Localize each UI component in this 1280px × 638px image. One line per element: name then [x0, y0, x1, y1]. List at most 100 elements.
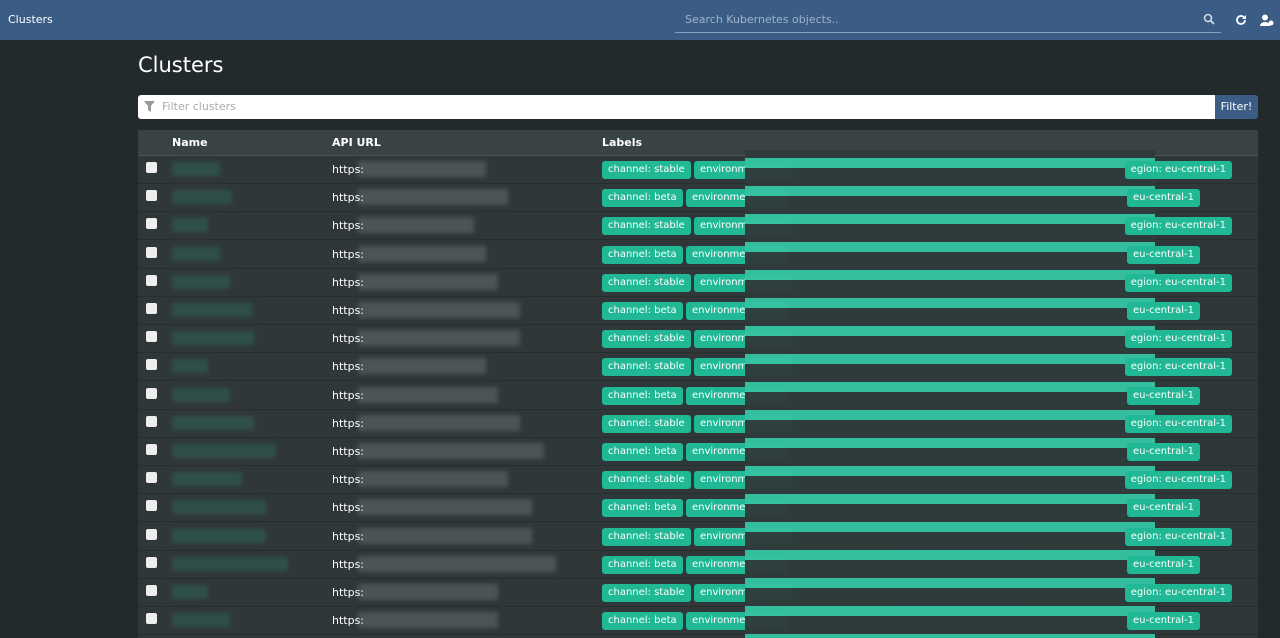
filter-placeholder: Filter clusters	[162, 100, 236, 113]
label-badge: channel: beta	[602, 499, 683, 518]
label-badge: channel: beta	[602, 612, 683, 631]
navbar: Clusters Search Kubernetes objects..	[0, 0, 1280, 40]
table-row: https: channel: beta environment: test eu-c…	[138, 297, 1258, 325]
cluster-name-redacted[interactable]	[172, 190, 232, 205]
api-url: https:	[332, 191, 365, 205]
row-checkbox[interactable]	[146, 444, 157, 455]
refresh-icon[interactable]	[1235, 14, 1247, 26]
cluster-name-redacted[interactable]	[172, 387, 230, 402]
filter-button[interactable]: Filter!	[1215, 95, 1258, 119]
row-checkbox[interactable]	[146, 218, 157, 230]
label-badge: channel: stable	[602, 414, 691, 433]
label-badge: channel: stable	[602, 471, 691, 490]
column-header[interactable]: Labels	[602, 136, 643, 149]
api-url-redacted	[358, 414, 520, 431]
api-url: https:	[332, 529, 365, 543]
cluster-name-redacted[interactable]	[172, 500, 266, 515]
api-url-redacted	[358, 245, 486, 262]
row-checkbox[interactable]	[146, 246, 157, 258]
column-header[interactable]: Name	[172, 136, 208, 149]
row-checkbox[interactable]	[146, 528, 157, 540]
row-checkbox[interactable]	[146, 331, 157, 343]
api-url-redacted	[358, 443, 544, 459]
api-url-redacted	[358, 330, 520, 347]
cluster-name-redacted[interactable]	[172, 528, 266, 543]
label-badge: channel: beta	[602, 189, 683, 208]
row-checkbox[interactable]	[146, 359, 157, 371]
label-badge: channel: stable	[602, 358, 691, 377]
row-checkbox[interactable]	[146, 472, 157, 484]
row-checkbox[interactable]	[146, 274, 157, 286]
label-badge: channel: beta	[602, 302, 683, 320]
label-badge: channel: stable	[602, 330, 691, 349]
search-icon[interactable]	[1203, 13, 1215, 25]
cluster-table: Name API URL Labels https: channel: stabl…	[138, 130, 1258, 638]
label-badge: egion: eu-central-1	[1124, 527, 1232, 546]
table-row: https: channel: beta environment: test eu-c…	[138, 607, 1258, 636]
api-url: https:	[332, 614, 365, 628]
api-url: https:	[332, 332, 365, 346]
label-badge: egion: eu-central-1	[1124, 273, 1232, 292]
api-url-redacted	[358, 273, 498, 290]
table-row: https: channel: stable environment: pro egi…	[138, 466, 1258, 495]
cluster-name-redacted[interactable]	[172, 556, 288, 571]
api-url-redacted	[358, 217, 474, 234]
label-badge: eu-central-1	[1127, 386, 1200, 405]
api-url: https:	[332, 360, 365, 374]
search-placeholder: Search Kubernetes objects..	[685, 13, 839, 26]
label-badge: egion: eu-central-1	[1124, 414, 1232, 433]
label-badge: channel: stable	[602, 527, 691, 546]
label-badge: eu-central-1	[1127, 245, 1200, 264]
api-url: https:	[332, 473, 365, 487]
row-checkbox[interactable]	[146, 556, 157, 568]
row-checkbox[interactable]	[146, 613, 157, 625]
label-badge: eu-central-1	[1127, 499, 1200, 518]
filter-input[interactable]: Filter clusters	[138, 95, 1215, 119]
api-url: https:	[332, 501, 365, 515]
label-badge: channel: beta	[602, 443, 683, 461]
cluster-name-redacted[interactable]	[172, 415, 254, 430]
column-header[interactable]: API URL	[332, 136, 381, 149]
table-row: https: channel: beta environment: test eu-c…	[138, 184, 1258, 213]
label-badge: channel: stable	[602, 161, 691, 179]
label-badge: channel: stable	[602, 273, 691, 292]
cluster-name-redacted[interactable]	[172, 585, 208, 599]
row-checkbox[interactable]	[146, 190, 157, 202]
pixelated-region	[745, 150, 1155, 638]
user-icon[interactable]	[1260, 14, 1274, 26]
cluster-name-redacted[interactable]	[172, 162, 220, 176]
cluster-name-redacted[interactable]	[172, 613, 230, 628]
api-url: https:	[332, 163, 365, 176]
api-url-redacted	[358, 161, 486, 177]
cluster-name-redacted[interactable]	[172, 331, 254, 346]
nav-title[interactable]: Clusters	[8, 13, 53, 26]
row-checkbox[interactable]	[146, 415, 157, 427]
cluster-name-redacted[interactable]	[172, 472, 242, 487]
cluster-name-redacted[interactable]	[172, 246, 220, 261]
row-checkbox[interactable]	[146, 162, 157, 173]
label-badge: channel: beta	[602, 245, 683, 264]
cluster-name-redacted[interactable]	[172, 359, 208, 374]
row-checkbox[interactable]	[146, 585, 157, 596]
label-badge: eu-central-1	[1127, 443, 1200, 461]
api-url-redacted	[358, 386, 498, 403]
label-badge: egion: eu-central-1	[1124, 217, 1232, 236]
cluster-name-redacted[interactable]	[172, 444, 276, 458]
api-url-redacted	[358, 471, 508, 488]
api-url: https:	[332, 304, 365, 317]
row-checkbox[interactable]	[146, 500, 157, 512]
api-url-redacted	[358, 527, 532, 544]
row-checkbox[interactable]	[146, 387, 157, 399]
cluster-name-redacted[interactable]	[172, 303, 252, 317]
cluster-name-redacted[interactable]	[172, 274, 230, 289]
label-badge: eu-central-1	[1127, 612, 1200, 631]
api-url: https:	[332, 219, 365, 233]
cluster-name-redacted[interactable]	[172, 218, 208, 233]
label-badge: channel: beta	[602, 555, 683, 574]
api-url: https:	[332, 416, 365, 430]
filter-icon	[144, 101, 155, 112]
label-badge: egion: eu-central-1	[1124, 471, 1232, 490]
row-checkbox[interactable]	[146, 303, 157, 314]
search-box[interactable]: Search Kubernetes objects..	[675, 7, 1221, 33]
